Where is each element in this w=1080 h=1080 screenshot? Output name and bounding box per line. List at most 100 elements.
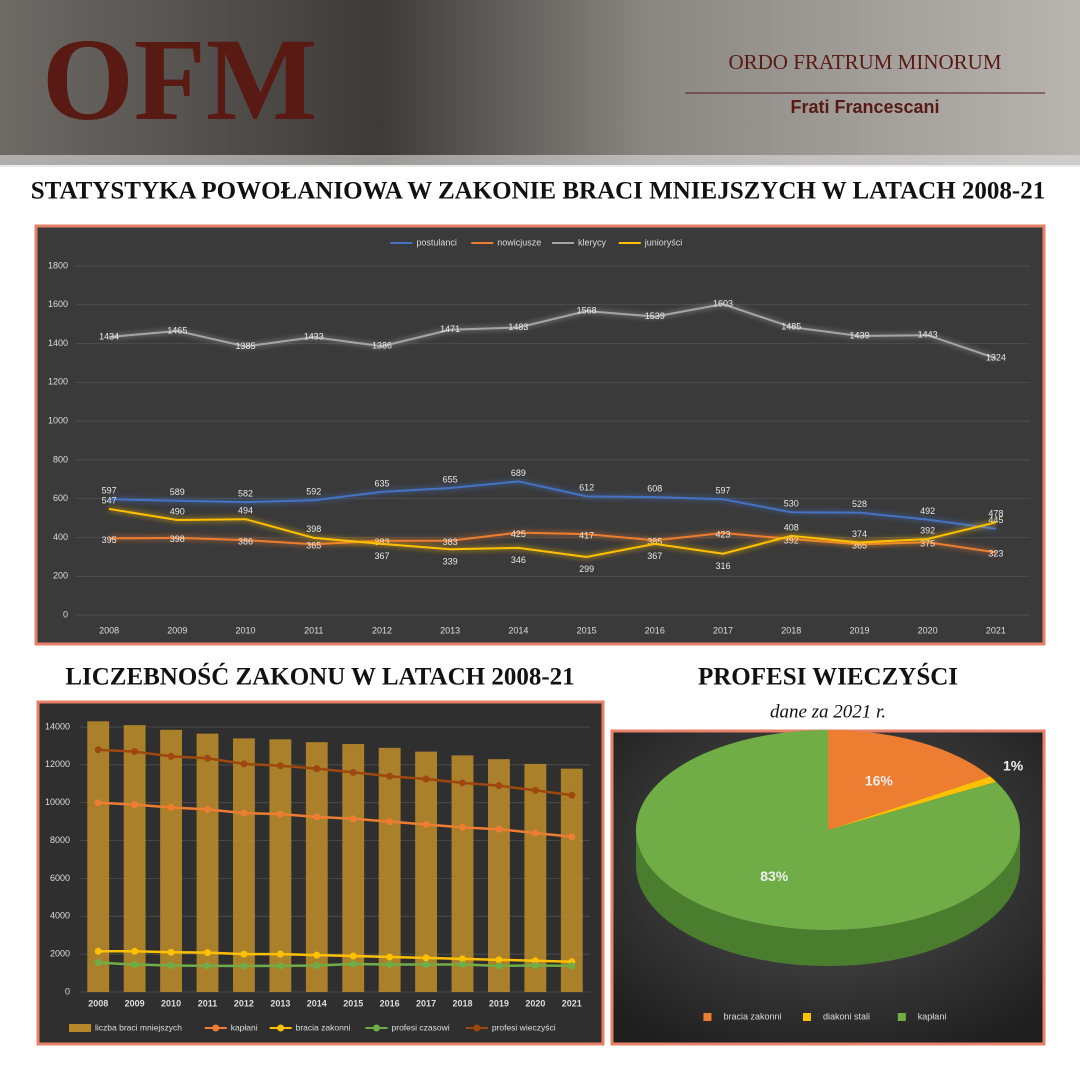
series-line bbox=[98, 748, 572, 797]
point bbox=[459, 823, 466, 831]
bar bbox=[233, 738, 255, 992]
data-label: 374 bbox=[852, 529, 867, 539]
series-line bbox=[109, 303, 997, 360]
point bbox=[204, 949, 211, 957]
point bbox=[313, 951, 321, 959]
point bbox=[131, 801, 139, 809]
data-label: 597 bbox=[716, 486, 731, 496]
data-label: 1568 bbox=[577, 305, 597, 315]
data-label: 385 bbox=[647, 537, 662, 547]
point bbox=[386, 961, 394, 969]
y-tick-label: 2000 bbox=[50, 949, 70, 959]
series-line bbox=[98, 961, 572, 968]
point bbox=[349, 768, 357, 776]
data-label: 392 bbox=[920, 525, 935, 535]
point bbox=[240, 809, 248, 817]
point bbox=[531, 962, 539, 969]
data-label: 655 bbox=[443, 474, 458, 484]
point bbox=[459, 961, 466, 969]
point bbox=[240, 962, 248, 970]
bar bbox=[488, 759, 510, 992]
data-label: 1485 bbox=[781, 321, 801, 331]
data-label: 1385 bbox=[236, 341, 256, 351]
data-label: 1471 bbox=[440, 324, 460, 334]
point bbox=[204, 962, 211, 970]
data-label: 383 bbox=[443, 537, 458, 547]
y-tick-label: 800 bbox=[53, 454, 68, 464]
data-label: 383 bbox=[374, 537, 389, 547]
point bbox=[167, 752, 175, 760]
point bbox=[276, 762, 284, 770]
x-tick-label: 2013 bbox=[270, 998, 290, 1008]
y-tick-label: 6000 bbox=[50, 873, 70, 883]
x-tick-label: 2019 bbox=[489, 998, 509, 1008]
bar bbox=[305, 742, 328, 992]
data-label: 635 bbox=[374, 478, 389, 488]
data-label: 490 bbox=[170, 506, 185, 516]
legend-swatch bbox=[473, 1024, 481, 1032]
data-label: 83% bbox=[760, 868, 789, 884]
x-tick-label: 2009 bbox=[125, 998, 145, 1008]
point bbox=[94, 959, 102, 967]
point bbox=[386, 772, 394, 780]
point bbox=[531, 786, 539, 794]
y-tick-label: 10000 bbox=[45, 797, 70, 807]
point bbox=[131, 961, 139, 969]
point bbox=[568, 833, 576, 841]
data-label: 1434 bbox=[99, 331, 119, 341]
point bbox=[276, 810, 284, 818]
x-tick-label: 2017 bbox=[713, 625, 733, 635]
point bbox=[167, 803, 175, 811]
data-label: 323 bbox=[988, 549, 1003, 559]
point bbox=[459, 955, 466, 963]
x-tick-label: 2008 bbox=[99, 625, 119, 635]
bar bbox=[378, 747, 401, 992]
point bbox=[94, 746, 102, 754]
point bbox=[167, 962, 175, 969]
point bbox=[568, 791, 576, 799]
legend-label: profesi wieczyści bbox=[492, 1022, 556, 1032]
point bbox=[349, 952, 357, 960]
data-label: 1483 bbox=[508, 322, 528, 332]
x-tick-label: 2015 bbox=[577, 625, 597, 635]
data-label: 1439 bbox=[849, 330, 869, 340]
y-tick-label: 14000 bbox=[45, 721, 70, 731]
bar bbox=[87, 721, 110, 992]
point bbox=[131, 947, 139, 955]
x-tick-label: 2020 bbox=[525, 998, 545, 1008]
data-label: 16% bbox=[865, 773, 894, 789]
bar bbox=[123, 725, 146, 992]
x-tick-label: 2019 bbox=[849, 625, 869, 635]
y-tick-label: 4000 bbox=[50, 911, 70, 921]
series-line bbox=[109, 480, 997, 530]
data-label: 1433 bbox=[304, 332, 324, 342]
point bbox=[240, 950, 248, 958]
point bbox=[94, 799, 102, 807]
data-label: 398 bbox=[306, 524, 321, 534]
data-label: 367 bbox=[374, 551, 389, 561]
x-tick-label: 2012 bbox=[372, 625, 392, 635]
data-label: 417 bbox=[579, 531, 594, 541]
data-label: 589 bbox=[170, 487, 185, 497]
point bbox=[131, 748, 139, 756]
data-label: 316 bbox=[716, 561, 731, 571]
chart-title: STATYSTYKA POWOŁANIOWA W ZAKONIE BRACI M… bbox=[31, 178, 1046, 205]
x-tick-label: 2010 bbox=[236, 625, 256, 635]
pie-slice bbox=[828, 776, 997, 830]
data-label: 365 bbox=[852, 541, 867, 551]
point bbox=[313, 813, 321, 821]
series-line bbox=[109, 531, 997, 554]
point bbox=[531, 829, 539, 837]
x-tick-label: 2016 bbox=[380, 998, 400, 1008]
point bbox=[422, 775, 430, 783]
y-tick-label: 600 bbox=[53, 493, 68, 503]
data-label: 408 bbox=[784, 522, 799, 532]
y-tick-label: 1800 bbox=[48, 260, 68, 270]
x-tick-label: 2018 bbox=[781, 625, 801, 635]
data-label: 1% bbox=[1003, 758, 1024, 774]
data-label: 1603 bbox=[713, 299, 733, 309]
data-label: 597 bbox=[102, 486, 117, 496]
x-tick-label: 2009 bbox=[167, 625, 187, 635]
point bbox=[313, 962, 321, 969]
point bbox=[276, 962, 284, 970]
